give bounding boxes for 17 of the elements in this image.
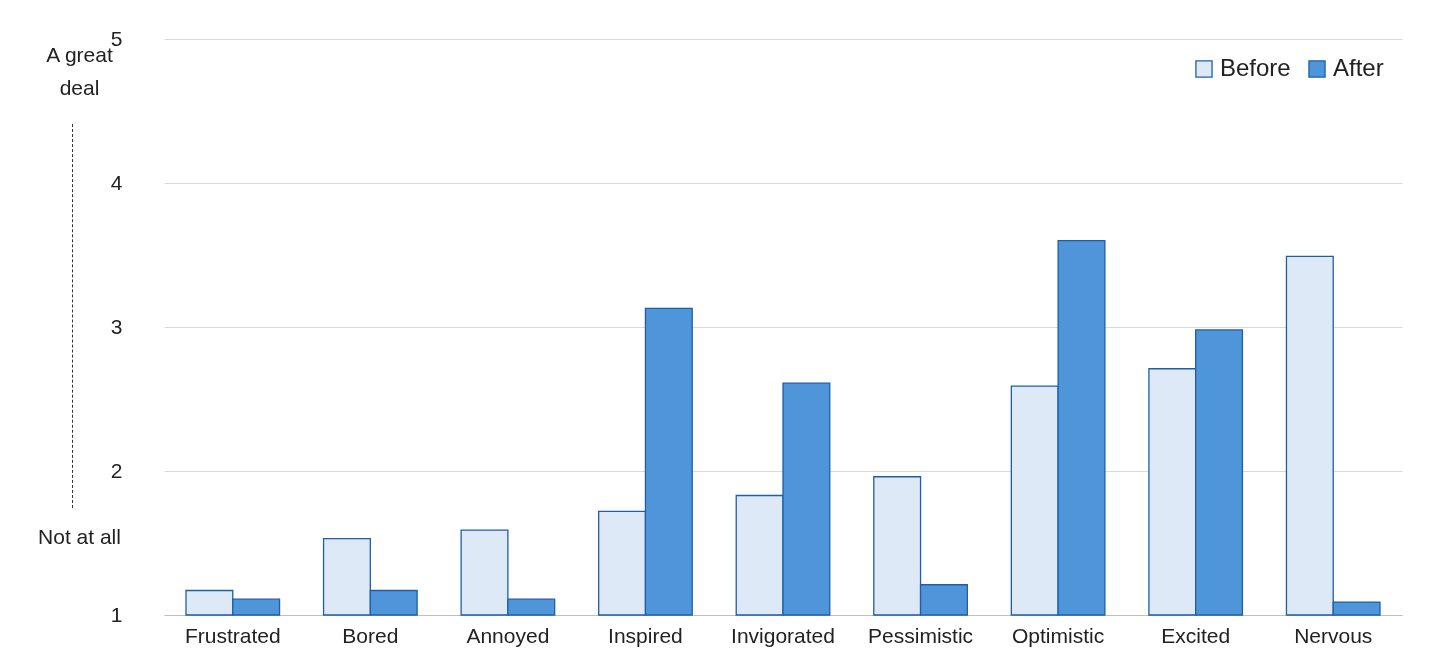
x-tick-label: Excited <box>1161 623 1231 647</box>
y-tick-label: 4 <box>110 170 123 194</box>
x-tick-label: Pessimistic <box>868 623 974 647</box>
y-tick-label: 3 <box>110 314 123 338</box>
y-tick-label: 2 <box>110 458 123 482</box>
legend-label: Before <box>1220 54 1291 81</box>
x-tick-label: Nervous <box>1294 623 1373 647</box>
y-tick-label: 5 <box>110 26 123 50</box>
legend-label: After <box>1333 54 1384 81</box>
x-tick-label: Inspired <box>608 623 683 647</box>
x-tick-label: Invigorated <box>731 623 835 647</box>
x-tick-label: Frustrated <box>184 623 281 647</box>
x-tick-label: Optimistic <box>1012 623 1105 647</box>
text: Not at all <box>37 524 122 550</box>
x-tick-label: Annoyed <box>466 623 550 647</box>
x-tick-label: Bored <box>342 623 399 647</box>
y-tick-label: 1 <box>110 602 123 626</box>
